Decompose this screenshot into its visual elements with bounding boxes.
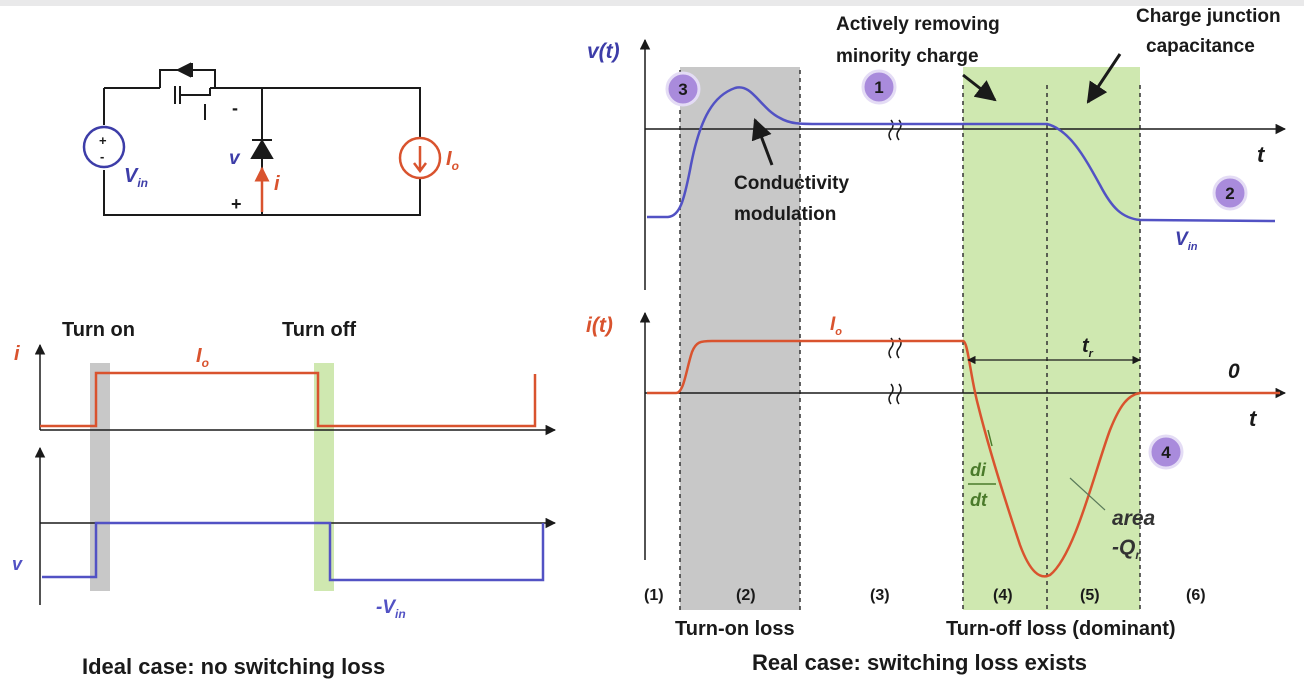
real-caption: Real case: switching loss exists bbox=[752, 650, 1087, 675]
it-time-label: t bbox=[1249, 406, 1258, 431]
ideal-current-waveform bbox=[40, 371, 537, 428]
real-turn-off-region bbox=[963, 67, 1140, 610]
badge-4: 4 bbox=[1148, 434, 1184, 470]
ideal-v-axis-label: v bbox=[12, 554, 23, 574]
svg-text:1: 1 bbox=[874, 78, 883, 97]
real-current-waveform bbox=[647, 339, 1280, 578]
svg-text:-: - bbox=[100, 149, 104, 164]
region-label-1: (1) bbox=[644, 587, 664, 604]
ideal-turn-on-region bbox=[90, 363, 110, 591]
ideal-current-level-label: Io bbox=[196, 345, 209, 370]
region-label-2: (2) bbox=[736, 587, 756, 604]
annotation-conductivity: Conductivity modulation bbox=[734, 173, 849, 225]
tr-label: tr bbox=[1082, 335, 1094, 360]
annotation-conductivity-arrow bbox=[751, 118, 774, 166]
mosfet-body-diode bbox=[175, 62, 193, 78]
circuit-schematic bbox=[103, 62, 421, 216]
real-io-label: Io bbox=[830, 314, 842, 338]
diode-symbol bbox=[250, 139, 274, 159]
turn-off-loss-label: Turn-off loss (dominant) bbox=[946, 618, 1176, 640]
top-bar bbox=[0, 0, 1304, 6]
ideal-turn-off-label: Turn off bbox=[282, 319, 356, 341]
diode-plus-sign: + bbox=[231, 194, 242, 214]
annotation-junction-capacitance: Charge junction capacitance bbox=[1136, 6, 1281, 57]
dt-label: dt bbox=[970, 490, 988, 510]
vt-axis-label: v(t) bbox=[587, 40, 620, 63]
svg-text:2: 2 bbox=[1225, 184, 1234, 203]
region-label-5: (5) bbox=[1080, 587, 1100, 604]
current-source-icon bbox=[398, 136, 442, 180]
voltage-source-icon bbox=[82, 125, 126, 169]
annotation-junction-arrow bbox=[1086, 53, 1122, 104]
svg-text:+: + bbox=[99, 133, 107, 148]
current-source-arrow-icon bbox=[413, 146, 427, 174]
region-label-4: (4) bbox=[993, 587, 1013, 604]
ideal-i-axis-label: i bbox=[14, 343, 20, 365]
ideal-turn-on-label: Turn on bbox=[62, 319, 135, 341]
badge-1: 1 bbox=[861, 69, 897, 105]
region-label-3: (3) bbox=[870, 587, 890, 604]
real-turn-on-region bbox=[680, 67, 800, 610]
mosfet-switch bbox=[159, 69, 216, 120]
slope-tick bbox=[987, 429, 993, 447]
ideal-neg-vin-label: -Vin bbox=[376, 597, 406, 621]
di-label: di bbox=[970, 460, 987, 480]
vt-time-label: t bbox=[1257, 142, 1266, 167]
circuit-wire bbox=[103, 87, 421, 216]
region-dashed-lines bbox=[679, 70, 1141, 610]
area-label: area bbox=[1112, 507, 1156, 530]
zero-label: 0 bbox=[1228, 360, 1240, 383]
badge-2: 2 bbox=[1212, 175, 1248, 211]
it-axis-label: i(t) bbox=[586, 314, 613, 337]
ideal-caption: Ideal case: no switching loss bbox=[82, 654, 385, 679]
diode-voltage-label: v bbox=[229, 148, 241, 169]
annotation-active-arrow bbox=[962, 73, 997, 102]
diode-current-label: i bbox=[274, 173, 280, 195]
turn-on-loss-label: Turn-on loss bbox=[675, 618, 795, 640]
area-pointer bbox=[1069, 477, 1106, 511]
ideal-voltage-waveform bbox=[42, 521, 545, 582]
current-source-label: Io bbox=[446, 148, 459, 173]
real-vin-label: Vin bbox=[1175, 229, 1198, 253]
real-voltage-waveform bbox=[647, 86, 1276, 223]
badge-3: 3 bbox=[665, 71, 701, 107]
axis-break-marks bbox=[888, 119, 902, 405]
region-label-6: (6) bbox=[1186, 587, 1206, 604]
ideal-axes bbox=[34, 343, 557, 605]
svg-text:4: 4 bbox=[1161, 443, 1171, 462]
diode-minus-sign: - bbox=[232, 98, 238, 118]
annotation-active-removal: Actively removing minority charge bbox=[836, 14, 1000, 67]
svg-text:3: 3 bbox=[678, 80, 687, 99]
source-label: Vin bbox=[124, 165, 148, 190]
axis-break-icon bbox=[888, 383, 902, 405]
qr-label: -Qr bbox=[1112, 536, 1141, 562]
